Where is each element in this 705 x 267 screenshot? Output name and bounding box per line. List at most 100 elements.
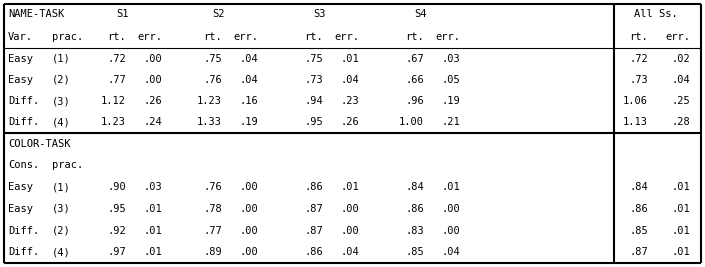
Text: .00: .00 bbox=[441, 226, 460, 235]
Text: S1: S1 bbox=[116, 9, 128, 19]
Text: .26: .26 bbox=[341, 117, 359, 127]
Text: .00: .00 bbox=[239, 247, 258, 257]
Text: .00: .00 bbox=[441, 204, 460, 214]
Text: .86: .86 bbox=[305, 182, 323, 192]
Text: .67: .67 bbox=[405, 54, 424, 64]
Text: err.: err. bbox=[137, 32, 162, 42]
Text: .87: .87 bbox=[305, 204, 323, 214]
Text: .01: .01 bbox=[671, 204, 690, 214]
Text: .01: .01 bbox=[441, 182, 460, 192]
Text: .83: .83 bbox=[405, 226, 424, 235]
Text: .00: .00 bbox=[239, 182, 258, 192]
Text: S2: S2 bbox=[212, 9, 224, 19]
Text: .26: .26 bbox=[143, 96, 162, 106]
Text: .75: .75 bbox=[305, 54, 323, 64]
Text: .00: .00 bbox=[143, 54, 162, 64]
Text: .75: .75 bbox=[203, 54, 222, 64]
Text: prac.: prac. bbox=[52, 32, 83, 42]
Text: .95: .95 bbox=[107, 204, 126, 214]
Text: .03: .03 bbox=[143, 182, 162, 192]
Text: .00: .00 bbox=[143, 75, 162, 85]
Text: 1.33: 1.33 bbox=[197, 117, 222, 127]
Text: Diff.: Diff. bbox=[8, 96, 39, 106]
Text: S4: S4 bbox=[414, 9, 427, 19]
Text: Easy: Easy bbox=[8, 204, 33, 214]
Text: (2): (2) bbox=[52, 75, 70, 85]
Text: Easy: Easy bbox=[8, 75, 33, 85]
Text: .04: .04 bbox=[341, 75, 359, 85]
Text: 1.00: 1.00 bbox=[399, 117, 424, 127]
Text: .04: .04 bbox=[441, 247, 460, 257]
Text: .85: .85 bbox=[630, 226, 648, 235]
Text: .84: .84 bbox=[630, 182, 648, 192]
Text: rt.: rt. bbox=[107, 32, 126, 42]
Text: .73: .73 bbox=[630, 75, 648, 85]
Text: .90: .90 bbox=[107, 182, 126, 192]
Text: .01: .01 bbox=[671, 247, 690, 257]
Text: .78: .78 bbox=[203, 204, 222, 214]
Text: .92: .92 bbox=[107, 226, 126, 235]
Text: .77: .77 bbox=[107, 75, 126, 85]
Text: .01: .01 bbox=[143, 204, 162, 214]
Text: (3): (3) bbox=[52, 204, 70, 214]
Text: Diff.: Diff. bbox=[8, 226, 39, 235]
Text: 1.23: 1.23 bbox=[197, 96, 222, 106]
Text: .00: .00 bbox=[239, 204, 258, 214]
Text: .66: .66 bbox=[405, 75, 424, 85]
Text: 1.06: 1.06 bbox=[623, 96, 648, 106]
Text: NAME-TASK: NAME-TASK bbox=[8, 9, 64, 19]
Text: .76: .76 bbox=[203, 75, 222, 85]
Text: .01: .01 bbox=[671, 226, 690, 235]
Text: rt.: rt. bbox=[405, 32, 424, 42]
Text: 1.23: 1.23 bbox=[101, 117, 126, 127]
Text: .72: .72 bbox=[630, 54, 648, 64]
Text: .01: .01 bbox=[341, 54, 359, 64]
Text: .86: .86 bbox=[305, 247, 323, 257]
Text: S3: S3 bbox=[313, 9, 326, 19]
Text: .19: .19 bbox=[441, 96, 460, 106]
Text: .24: .24 bbox=[143, 117, 162, 127]
Text: err.: err. bbox=[334, 32, 359, 42]
Text: 1.12: 1.12 bbox=[101, 96, 126, 106]
Text: Easy: Easy bbox=[8, 182, 33, 192]
Text: .16: .16 bbox=[239, 96, 258, 106]
Text: .01: .01 bbox=[671, 182, 690, 192]
Text: (4): (4) bbox=[52, 247, 70, 257]
Text: .87: .87 bbox=[305, 226, 323, 235]
Text: .87: .87 bbox=[630, 247, 648, 257]
Text: .95: .95 bbox=[305, 117, 323, 127]
Text: rt.: rt. bbox=[203, 32, 222, 42]
Text: .00: .00 bbox=[341, 204, 359, 214]
Text: rt.: rt. bbox=[630, 32, 648, 42]
Text: Var.: Var. bbox=[8, 32, 33, 42]
Text: .01: .01 bbox=[143, 226, 162, 235]
Text: .21: .21 bbox=[441, 117, 460, 127]
Text: .05: .05 bbox=[441, 75, 460, 85]
Text: .23: .23 bbox=[341, 96, 359, 106]
Text: .03: .03 bbox=[441, 54, 460, 64]
Text: .72: .72 bbox=[107, 54, 126, 64]
Text: (1): (1) bbox=[52, 54, 70, 64]
Text: err.: err. bbox=[435, 32, 460, 42]
Text: .02: .02 bbox=[671, 54, 690, 64]
Text: Diff.: Diff. bbox=[8, 247, 39, 257]
Text: .00: .00 bbox=[239, 226, 258, 235]
Text: .89: .89 bbox=[203, 247, 222, 257]
Text: .76: .76 bbox=[203, 182, 222, 192]
Text: .04: .04 bbox=[239, 75, 258, 85]
Text: 1.13: 1.13 bbox=[623, 117, 648, 127]
Text: .25: .25 bbox=[671, 96, 690, 106]
Text: prac.: prac. bbox=[52, 160, 83, 171]
Text: (1): (1) bbox=[52, 182, 70, 192]
Text: .04: .04 bbox=[341, 247, 359, 257]
Text: Easy: Easy bbox=[8, 54, 33, 64]
Text: .00: .00 bbox=[341, 226, 359, 235]
Text: .84: .84 bbox=[405, 182, 424, 192]
Text: COLOR-TASK: COLOR-TASK bbox=[8, 139, 70, 149]
Text: .73: .73 bbox=[305, 75, 323, 85]
Text: (2): (2) bbox=[52, 226, 70, 235]
Text: .04: .04 bbox=[671, 75, 690, 85]
Text: .04: .04 bbox=[239, 54, 258, 64]
Text: .77: .77 bbox=[203, 226, 222, 235]
Text: Cons.: Cons. bbox=[8, 160, 39, 171]
